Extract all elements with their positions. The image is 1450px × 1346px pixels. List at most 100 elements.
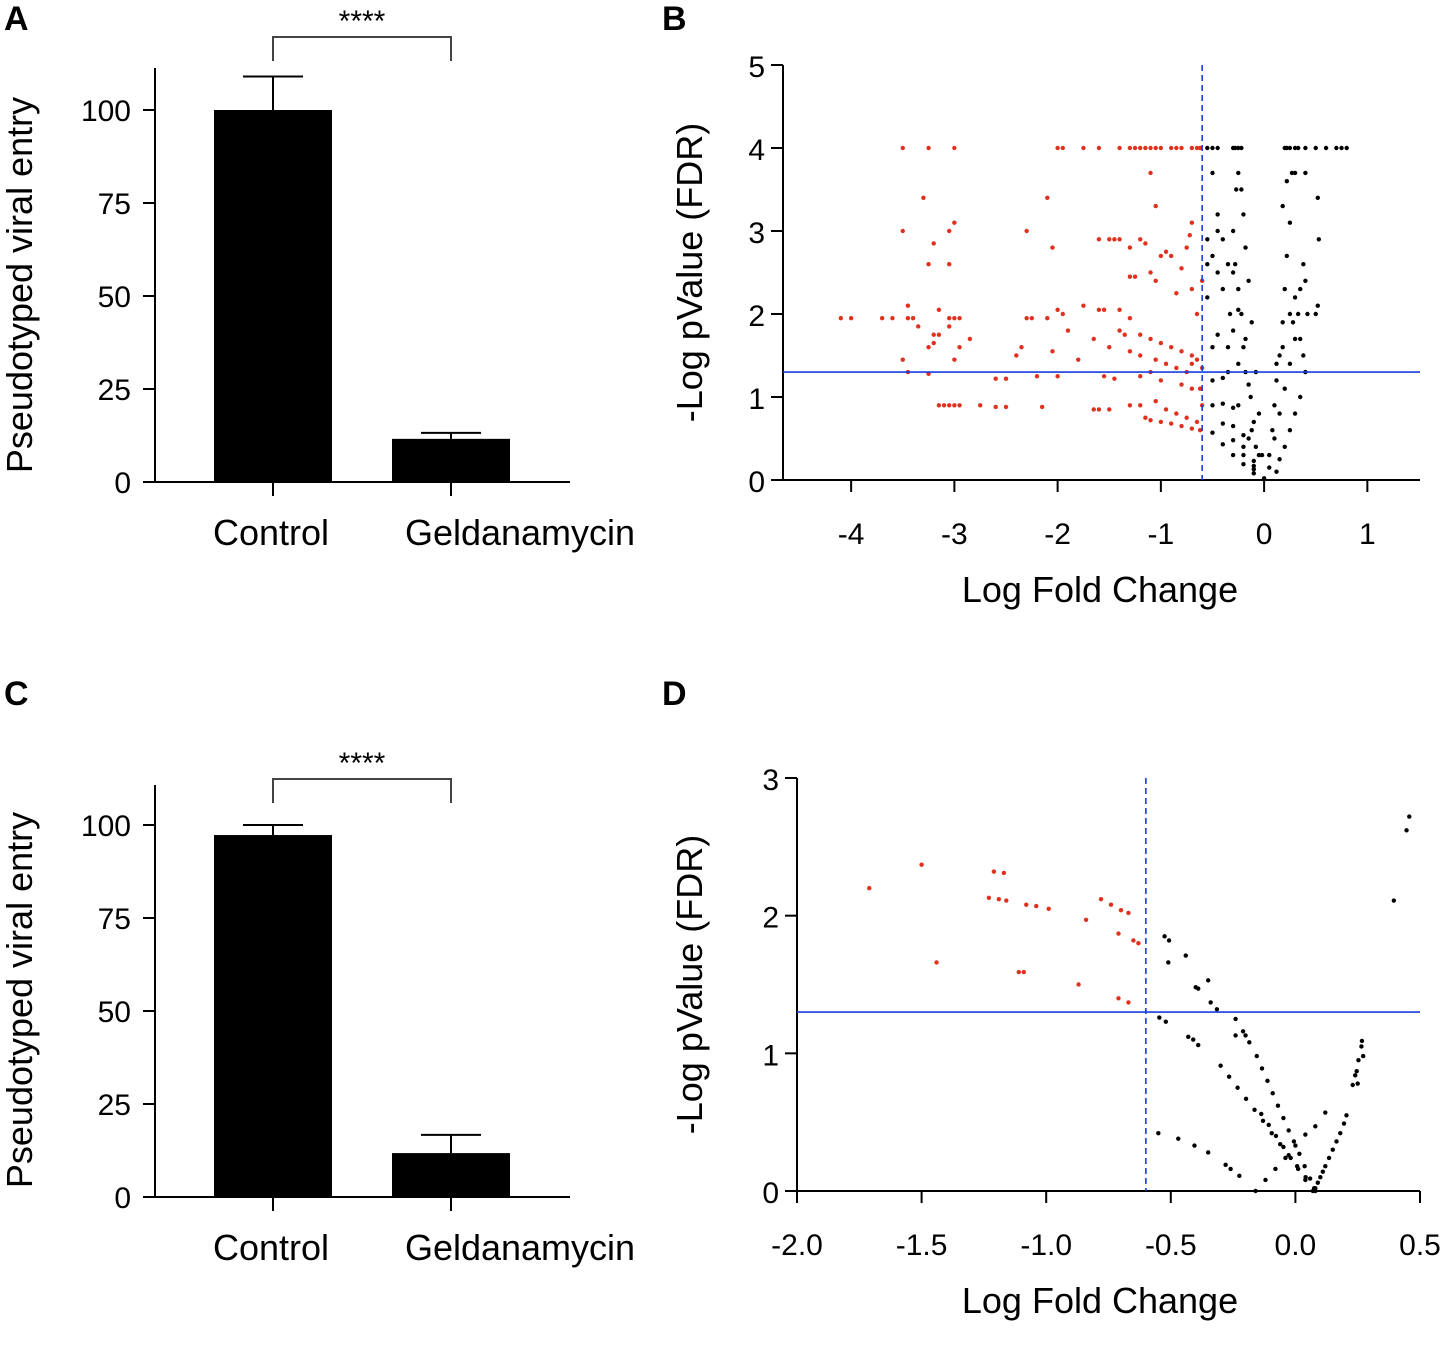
nonsignificant-point [1215,270,1220,275]
nonsignificant-point [1243,1096,1249,1101]
nonsignificant-point [1295,145,1301,151]
y-tick-label: 0 [748,466,765,499]
nonsignificant-point [1239,187,1244,192]
significant-point [1127,349,1133,354]
nonsignificant-point [1295,1166,1301,1172]
significant-point [1065,328,1071,333]
nonsignificant-point [1292,170,1298,176]
significant-point [1091,336,1096,342]
nonsignificant-point [1205,978,1211,983]
nonsignificant-point [1292,336,1298,342]
nonsignificant-point [1288,1155,1293,1161]
nonsignificant-point [1236,145,1241,151]
significant-point [1127,315,1133,321]
x-tick-label: -1.0 [1020,1229,1072,1262]
nonsignificant-point [1286,1128,1291,1133]
y-tick-label: 0 [762,1177,779,1210]
nonsignificant-point [1236,286,1241,292]
significant-point [1024,315,1029,321]
nonsignificant-point [1302,1164,1307,1169]
significant-point [947,228,952,234]
significant-point [1138,332,1143,337]
nonsignificant-point [1235,1085,1240,1090]
nonsignificant-point [1344,1113,1349,1118]
significant-point [1045,315,1050,321]
significant-point [867,885,872,891]
nonsignificant-point [1287,361,1293,366]
significant-point [1197,145,1203,151]
significant-point [1034,903,1039,909]
nonsignificant-point [1162,934,1167,939]
nonsignificant-point [1225,345,1231,350]
significant-point [1158,340,1164,346]
nonsignificant-point [1303,1132,1308,1137]
nonsignificant-point [1316,237,1322,242]
nonsignificant-point [1354,1069,1359,1074]
significant-point [1019,345,1024,350]
significant-point [1197,428,1203,433]
nonsignificant-point [1269,1130,1274,1136]
significant-point [1127,403,1133,408]
x-tick-label: -1 [1148,518,1175,551]
significant-point [1148,336,1153,342]
panel-letter-d: D [662,675,687,713]
nonsignificant-point [1210,430,1215,435]
significant-point [957,403,962,408]
y-tick-label: 0 [114,467,131,500]
nonsignificant-point [1359,1044,1364,1049]
nonsignificant-point [1391,898,1397,903]
significant-point [905,303,911,308]
nonsignificant-point [1246,278,1251,283]
significant-point [934,960,939,965]
significant-point [1158,145,1164,151]
significant-point [1174,291,1179,296]
significant-point [1112,237,1117,242]
x-tick-label: 0 [1256,518,1273,551]
significant-point [1060,311,1065,317]
significant-point [890,315,895,321]
nonsignificant-point [1251,458,1256,464]
significant-point [1187,232,1192,238]
significant-point [993,404,998,410]
x-tick-label: 0.5 [1399,1229,1441,1262]
significant-point [993,376,998,381]
nonsignificant-point [1303,278,1308,283]
nonsignificant-point [1277,1141,1283,1147]
significant-point [1163,407,1169,412]
nonsignificant-point [1196,986,1201,991]
significant-point [1136,941,1141,946]
y-tick-label: 2 [748,300,765,333]
significance-bracket [272,36,452,61]
nonsignificant-point [1295,311,1301,317]
nonsignificant-point [1298,336,1303,342]
nonsignificant-point [1241,452,1246,458]
nonsignificant-point [1236,307,1241,313]
significant-point [931,332,936,337]
significant-point [1004,898,1009,903]
nonsignificant-point [1307,1176,1313,1181]
nonsignificant-point [1230,423,1236,429]
nonsignificant-point [1274,361,1279,366]
significant-point [1179,145,1184,151]
nonsignificant-point [1277,353,1282,358]
x-tick-label: -1.5 [896,1229,948,1262]
significant-point [1055,307,1060,313]
nonsignificant-point [1280,203,1285,209]
x-tick-label: -4 [838,518,865,551]
nonsignificant-point [1215,212,1220,217]
y-tick-label: 50 [98,996,131,1029]
significant-point [919,862,924,867]
significant-point [1184,415,1189,420]
significant-point [900,228,905,234]
y-tick-label: 1 [748,383,765,416]
nonsignificant-point [1301,353,1306,358]
nonsignificant-point [1283,1155,1288,1161]
nonsignificant-point [1359,1038,1365,1044]
significant-point [1189,286,1195,292]
significant-point [1039,404,1045,410]
bar-chart-c: 0 25 50 75 100 Control Geldanamycin Pseudotyped… [0,747,635,1268]
significant-point [1127,245,1133,250]
panel-letter-c: C [4,675,29,713]
significant-point [905,315,911,321]
significant-point [1101,374,1107,379]
